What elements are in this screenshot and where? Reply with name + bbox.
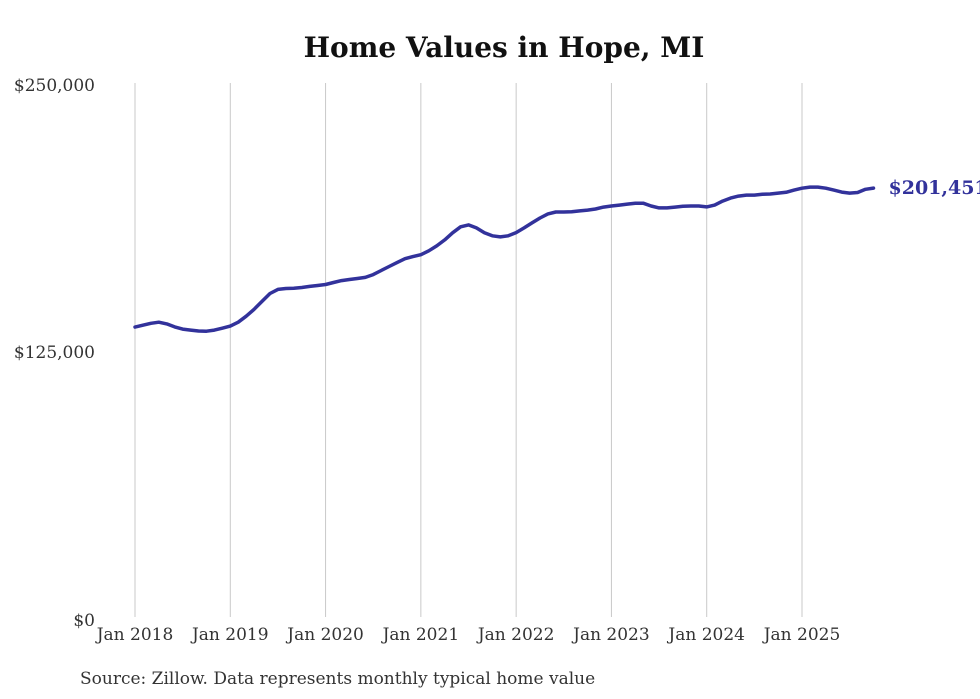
x-tick-jan-2019: Jan 2019 (190, 625, 269, 645)
x-tick-jan-2024: Jan 2024 (666, 625, 745, 645)
x-tick-jan-2023: Jan 2023 (571, 625, 650, 645)
x-axis-labels: Jan 2018 Jan 2019 Jan 2020 Jan 2021 Jan 2022… (95, 625, 841, 645)
y-tick-0: $0 (73, 611, 95, 631)
y-tick-125000: $125,000 (14, 343, 95, 363)
x-tick-jan-2021: Jan 2021 (381, 625, 460, 645)
y-tick-250000: $250,000 (14, 76, 95, 96)
y-axis-labels: $250,000 $125,000 $0 (14, 76, 95, 631)
gridlines (134, 83, 803, 617)
x-tick-jan-2018: Jan 2018 (95, 625, 174, 645)
x-tick-jan-2025: Jan 2025 (762, 625, 841, 645)
home-value-line-series (133, 185, 876, 333)
source-note: Source: Zillow. Data represents monthly … (80, 669, 595, 689)
x-tick-jan-2022: Jan 2022 (476, 625, 555, 645)
chart-title: Home Values in Hope, MI (304, 31, 705, 64)
final-value-label: $201,451 (889, 177, 980, 199)
x-tick-jan-2020: Jan 2020 (285, 625, 364, 645)
